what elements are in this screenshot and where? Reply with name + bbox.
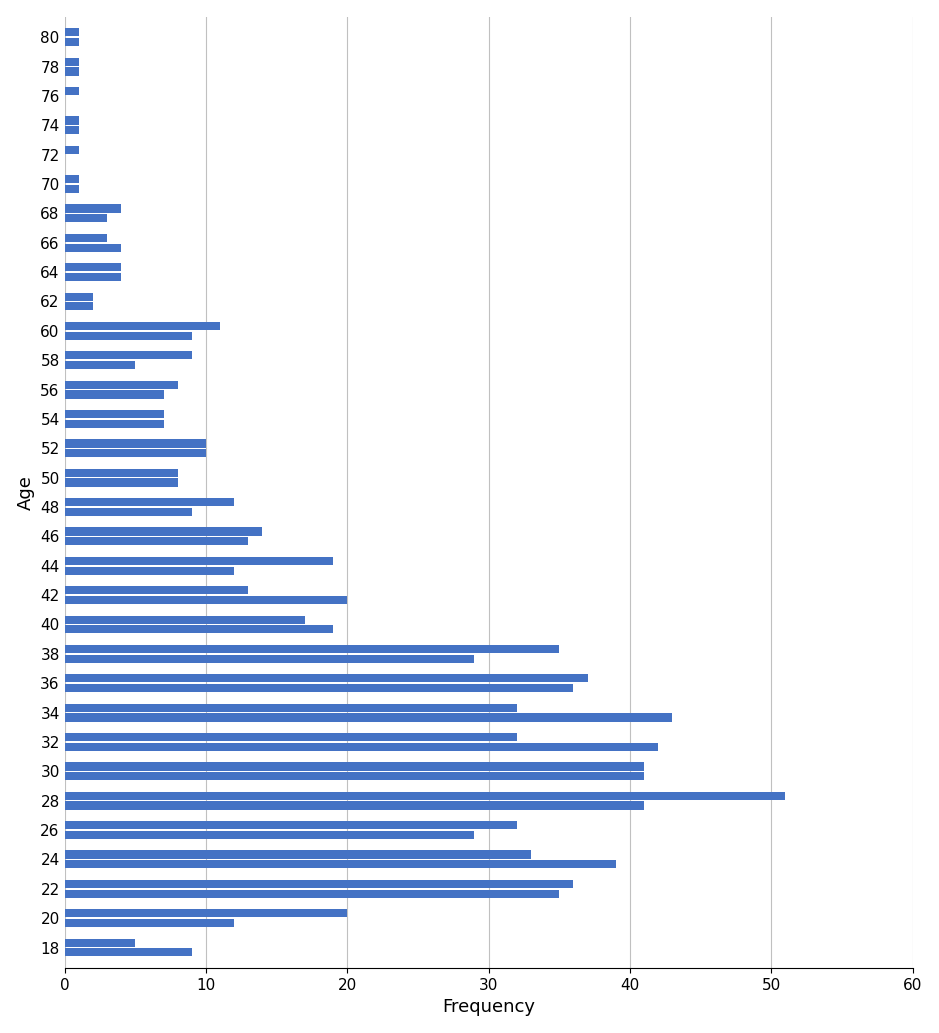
Bar: [65, 831, 474, 839]
Bar: [65, 596, 347, 604]
Bar: [65, 802, 644, 810]
Bar: [65, 528, 263, 536]
Bar: [65, 390, 163, 399]
Bar: [65, 948, 192, 957]
Bar: [65, 557, 333, 565]
Bar: [65, 67, 79, 75]
Bar: [65, 28, 79, 36]
Bar: [65, 684, 574, 692]
Bar: [65, 332, 192, 340]
Bar: [65, 469, 177, 477]
Bar: [65, 439, 206, 447]
Bar: [65, 743, 658, 751]
Bar: [65, 703, 516, 712]
Bar: [65, 616, 305, 624]
X-axis label: Frequency: Frequency: [442, 998, 535, 1016]
Bar: [65, 625, 333, 633]
Bar: [65, 880, 574, 888]
Bar: [65, 675, 588, 683]
Bar: [65, 244, 121, 252]
Bar: [65, 566, 234, 574]
Bar: [65, 762, 644, 771]
Bar: [65, 175, 79, 183]
Bar: [65, 233, 107, 242]
Bar: [65, 117, 79, 125]
Bar: [65, 263, 121, 272]
Bar: [65, 860, 616, 869]
Bar: [65, 419, 163, 428]
Bar: [65, 508, 192, 516]
Bar: [65, 850, 531, 858]
Bar: [65, 58, 79, 66]
Bar: [65, 909, 347, 917]
Bar: [65, 351, 192, 359]
Bar: [65, 537, 248, 545]
Bar: [65, 714, 672, 721]
Bar: [65, 38, 79, 46]
Bar: [65, 939, 135, 947]
Bar: [65, 292, 93, 301]
Bar: [65, 410, 163, 418]
Bar: [65, 586, 248, 594]
Bar: [65, 205, 121, 213]
Bar: [65, 449, 206, 458]
Bar: [65, 87, 79, 95]
Bar: [65, 361, 135, 369]
Bar: [65, 791, 785, 800]
Bar: [65, 478, 177, 487]
Bar: [65, 273, 121, 281]
Bar: [65, 126, 79, 134]
Bar: [65, 655, 474, 663]
Bar: [65, 214, 107, 222]
Bar: [65, 645, 560, 653]
Bar: [65, 498, 234, 506]
Bar: [65, 919, 234, 927]
Bar: [65, 380, 177, 388]
Bar: [65, 185, 79, 193]
Bar: [65, 322, 220, 331]
Bar: [65, 146, 79, 154]
Bar: [65, 733, 516, 742]
Bar: [65, 889, 560, 898]
Y-axis label: Age: Age: [17, 475, 35, 510]
Bar: [65, 772, 644, 780]
Bar: [65, 303, 93, 311]
Bar: [65, 821, 516, 829]
